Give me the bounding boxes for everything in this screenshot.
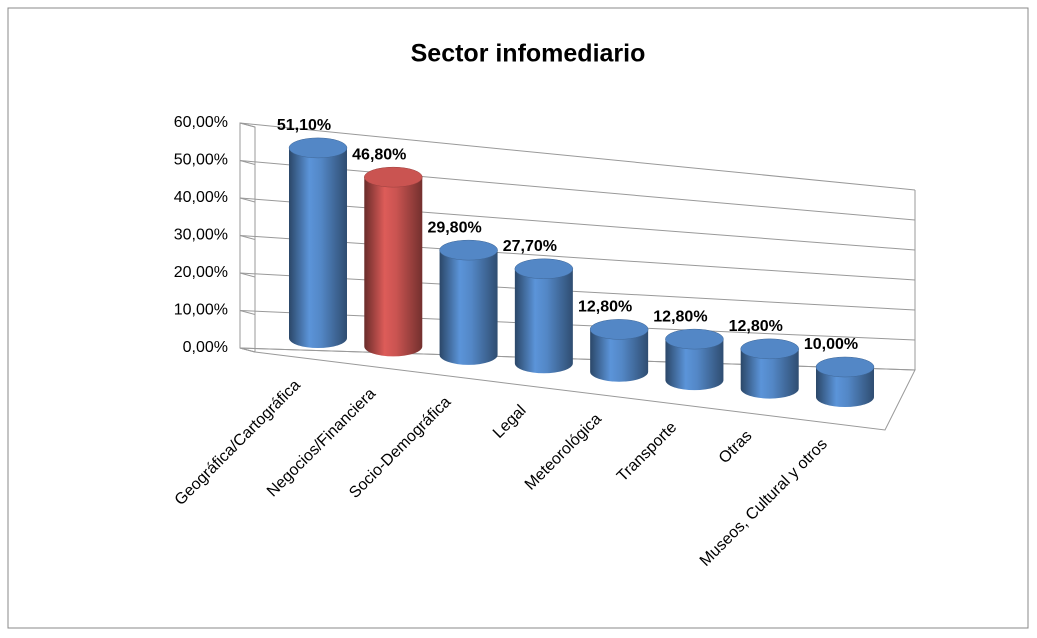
bar-body: [590, 329, 649, 382]
side-grid-line: [239, 310, 256, 315]
y-tick-label: 50,00%: [174, 152, 228, 169]
grid-line: [239, 310, 916, 341]
grid-line: [239, 160, 916, 221]
y-tick-label: 0,00%: [183, 339, 228, 356]
side-grid-line: [239, 347, 256, 353]
bar-top: [589, 319, 649, 340]
grid-line: [239, 197, 916, 251]
value-label: 27,70%: [503, 238, 557, 255]
value-label: 10,00%: [804, 336, 858, 353]
bar-body: [364, 177, 423, 357]
side-grid-line: [239, 235, 256, 240]
grid-line: [239, 347, 916, 371]
bar-top: [514, 258, 574, 280]
chart-title: Sector infomediario: [411, 40, 646, 68]
bar-body: [665, 339, 724, 391]
bar: [439, 239, 498, 365]
grid-line: [239, 122, 916, 191]
side-grid-line: [239, 272, 256, 278]
grid-line: [239, 272, 916, 311]
y-tick-label: 30,00%: [174, 227, 228, 244]
grid-line: [239, 235, 916, 281]
y-tick-label: 60,00%: [174, 114, 228, 131]
bar: [364, 166, 423, 357]
bar-top: [364, 166, 423, 188]
bar-top: [665, 328, 724, 350]
bar-top: [740, 338, 799, 360]
bar-body: [740, 348, 799, 399]
bar-body: [514, 268, 573, 374]
bar: [288, 137, 348, 348]
bar-body: [439, 250, 498, 365]
side-grid-line: [239, 122, 256, 128]
bar: [665, 328, 724, 391]
value-label: 29,80%: [427, 219, 481, 236]
y-tick-label: 10,00%: [174, 302, 228, 319]
value-label: 12,80%: [578, 299, 632, 316]
side-grid-line: [239, 197, 256, 203]
value-label: 12,80%: [653, 308, 707, 325]
y-tick-label: 40,00%: [174, 189, 228, 206]
value-label: 46,80%: [352, 146, 406, 163]
bar-top: [439, 239, 498, 261]
bar: [589, 319, 649, 382]
side-grid-line: [239, 160, 256, 165]
bar-body: [816, 367, 874, 407]
bar-body: [289, 147, 347, 348]
bar-top: [815, 356, 875, 378]
bar-top: [288, 137, 348, 159]
bar: [740, 338, 799, 399]
bar: [815, 356, 875, 407]
value-label: 51,10%: [277, 117, 331, 134]
bar: [514, 258, 574, 374]
y-tick-label: 20,00%: [174, 264, 228, 281]
value-label: 12,80%: [729, 318, 783, 335]
